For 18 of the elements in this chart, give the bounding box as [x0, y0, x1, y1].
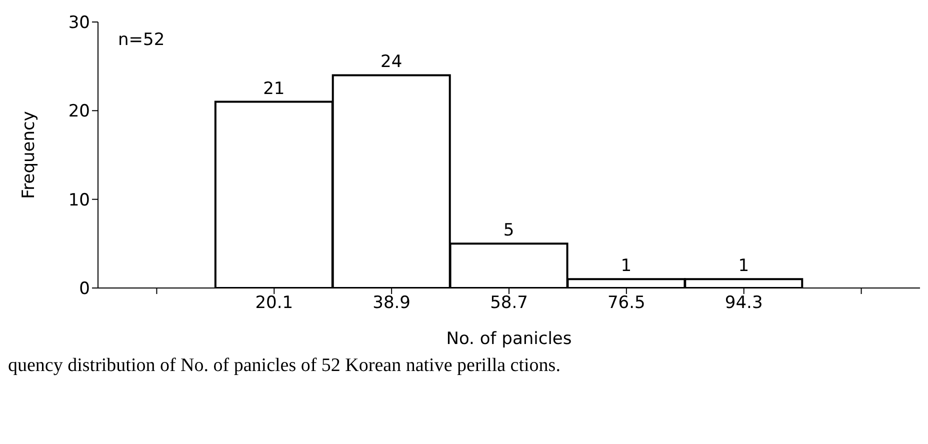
annotation: n=52	[118, 30, 165, 50]
x-tick-label: 58.7	[490, 293, 528, 314]
data-label: 1	[738, 256, 750, 276]
data-label: 24	[380, 52, 402, 72]
data-label: 21	[263, 78, 285, 99]
data-label: 5	[503, 220, 514, 241]
y-tick-label: 30	[68, 13, 90, 34]
y-axis-title: Frequency	[19, 111, 40, 199]
y-tick-label: 0	[79, 279, 90, 300]
y-tick-label: 20	[68, 102, 90, 122]
y-tick-label: 10	[68, 190, 90, 210]
x-tick-label: 94.3	[724, 293, 763, 314]
data-label: 1	[620, 256, 632, 276]
x-tick-label: 76.5	[608, 293, 646, 314]
text: quency distribution of No. of panicles of 52 Korean native perilla ctions.	[8, 354, 562, 378]
x-tick-label: 38.9	[372, 293, 410, 314]
x-axis-title: No. of panicles	[446, 329, 572, 349]
x-tick-label: 20.1	[255, 293, 294, 314]
